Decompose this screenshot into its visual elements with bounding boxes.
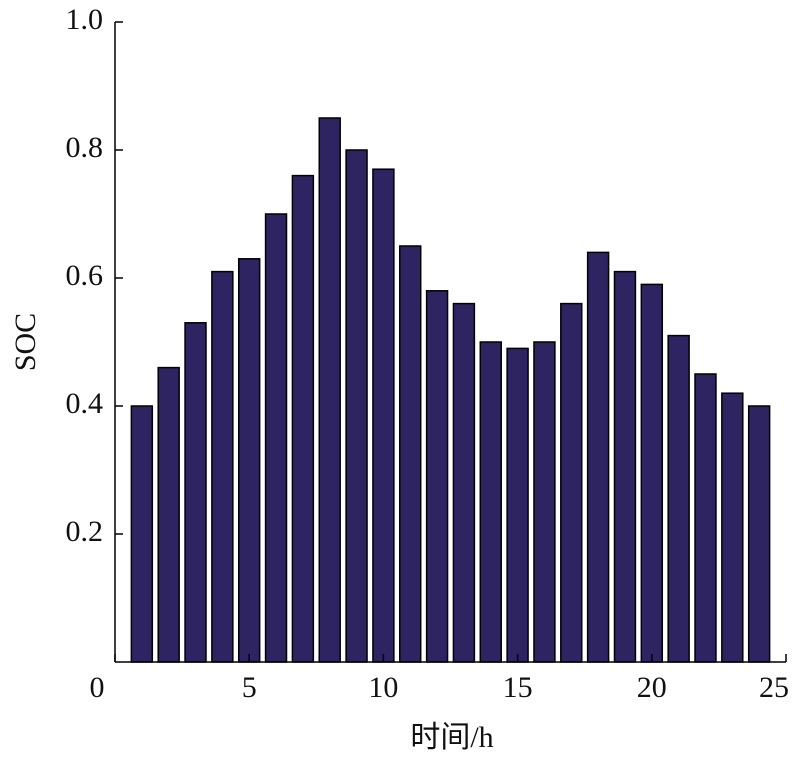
bar	[533, 341, 556, 663]
bar	[399, 245, 422, 663]
bar	[586, 251, 610, 663]
bar	[452, 302, 476, 663]
bar	[237, 258, 261, 663]
x-tick-label: 5	[242, 671, 257, 704]
y-tick-label: 0.6	[66, 259, 104, 292]
bar	[372, 168, 395, 663]
bar	[184, 322, 207, 663]
bar	[264, 213, 288, 663]
y-tick-label: 0.8	[66, 131, 104, 164]
y-tick-label: 1.0	[66, 3, 104, 36]
bar	[667, 334, 690, 663]
x-tick-label: 15	[503, 671, 533, 704]
bar	[640, 283, 664, 663]
y-axis-label: SOC	[9, 313, 42, 371]
x-tick-label: 20	[637, 671, 667, 704]
bar	[747, 405, 771, 663]
y-tick-label: 0.2	[66, 515, 104, 548]
bar	[291, 174, 315, 663]
x-tick-label: 0	[90, 671, 105, 704]
bar	[694, 373, 717, 663]
bar	[560, 302, 583, 663]
x-tick-label: 25	[759, 671, 789, 704]
x-tick-label: 10	[368, 671, 398, 704]
bar	[211, 270, 234, 663]
bar	[479, 341, 502, 663]
bar	[506, 347, 529, 663]
bar	[613, 270, 637, 663]
bar	[318, 117, 341, 663]
bar	[721, 392, 744, 663]
bar	[157, 366, 180, 663]
x-axis-label: 时间/h	[410, 721, 493, 754]
bar	[345, 149, 368, 663]
bar	[425, 290, 449, 663]
y-tick-label: 0.4	[66, 387, 104, 420]
bar	[130, 405, 154, 663]
